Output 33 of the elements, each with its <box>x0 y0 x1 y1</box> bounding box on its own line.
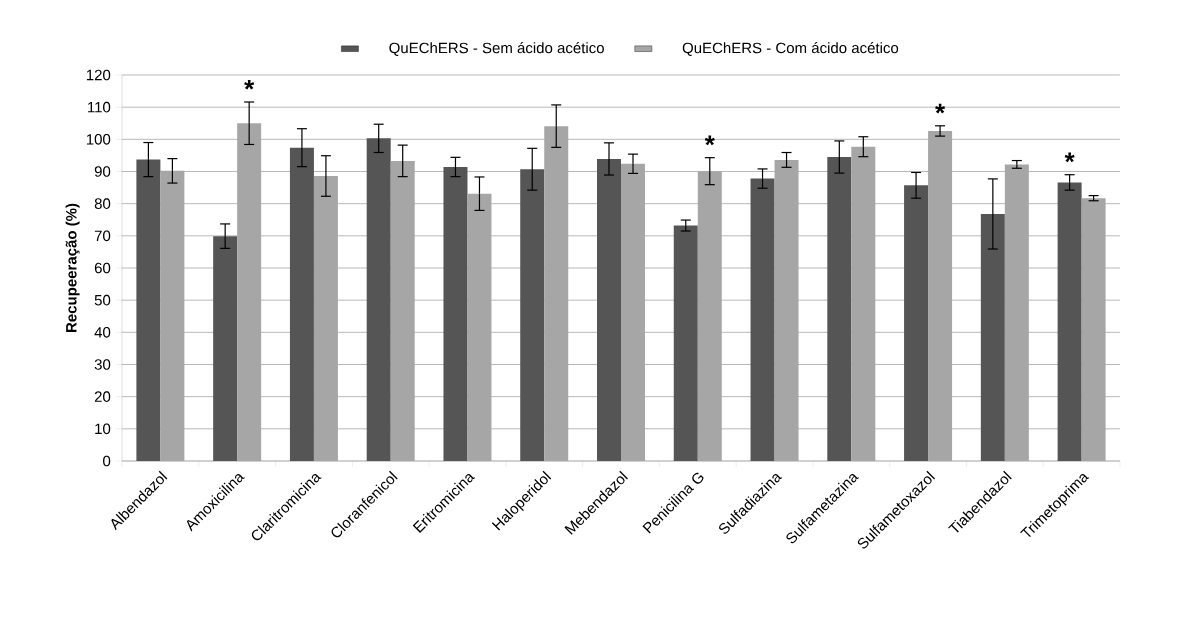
bar <box>1057 182 1082 461</box>
annotation: * <box>935 103 946 114</box>
bar <box>520 169 545 461</box>
bar <box>980 213 1005 461</box>
bar <box>443 166 468 461</box>
annotation: * <box>244 79 255 90</box>
y-tick-label: 110 <box>88 101 111 113</box>
y-axis-title: Recupeeração (%) <box>65 203 80 333</box>
bar <box>366 138 391 461</box>
bar <box>597 158 622 461</box>
y-tick-label: 0 <box>103 455 111 467</box>
y-tick-label: 50 <box>94 294 111 306</box>
bar <box>904 185 929 461</box>
bar <box>827 157 852 461</box>
annotation: * <box>1064 152 1075 163</box>
bar <box>289 147 314 461</box>
legend-label: QuEChERS - Com ácido acético <box>682 42 899 56</box>
y-tick-label: 120 <box>86 69 111 81</box>
annotation: * <box>704 135 715 146</box>
bar <box>136 159 161 461</box>
y-tick-label: 40 <box>94 327 111 338</box>
y-tick-label: 10 <box>95 423 111 435</box>
legend-label: QuEChERS - Sem ácido acético <box>389 42 604 56</box>
y-tick-label: 20 <box>94 391 111 402</box>
y-tick-label: 80 <box>94 198 111 209</box>
y-tick-label: 30 <box>94 359 111 370</box>
bar <box>213 236 238 461</box>
y-tick-label: 60 <box>94 262 111 274</box>
y-tick-label: 90 <box>94 166 111 177</box>
bar <box>673 225 698 461</box>
y-tick-label: 100 <box>86 134 111 145</box>
y-tick-label: 70 <box>94 230 111 242</box>
bar <box>750 178 775 461</box>
